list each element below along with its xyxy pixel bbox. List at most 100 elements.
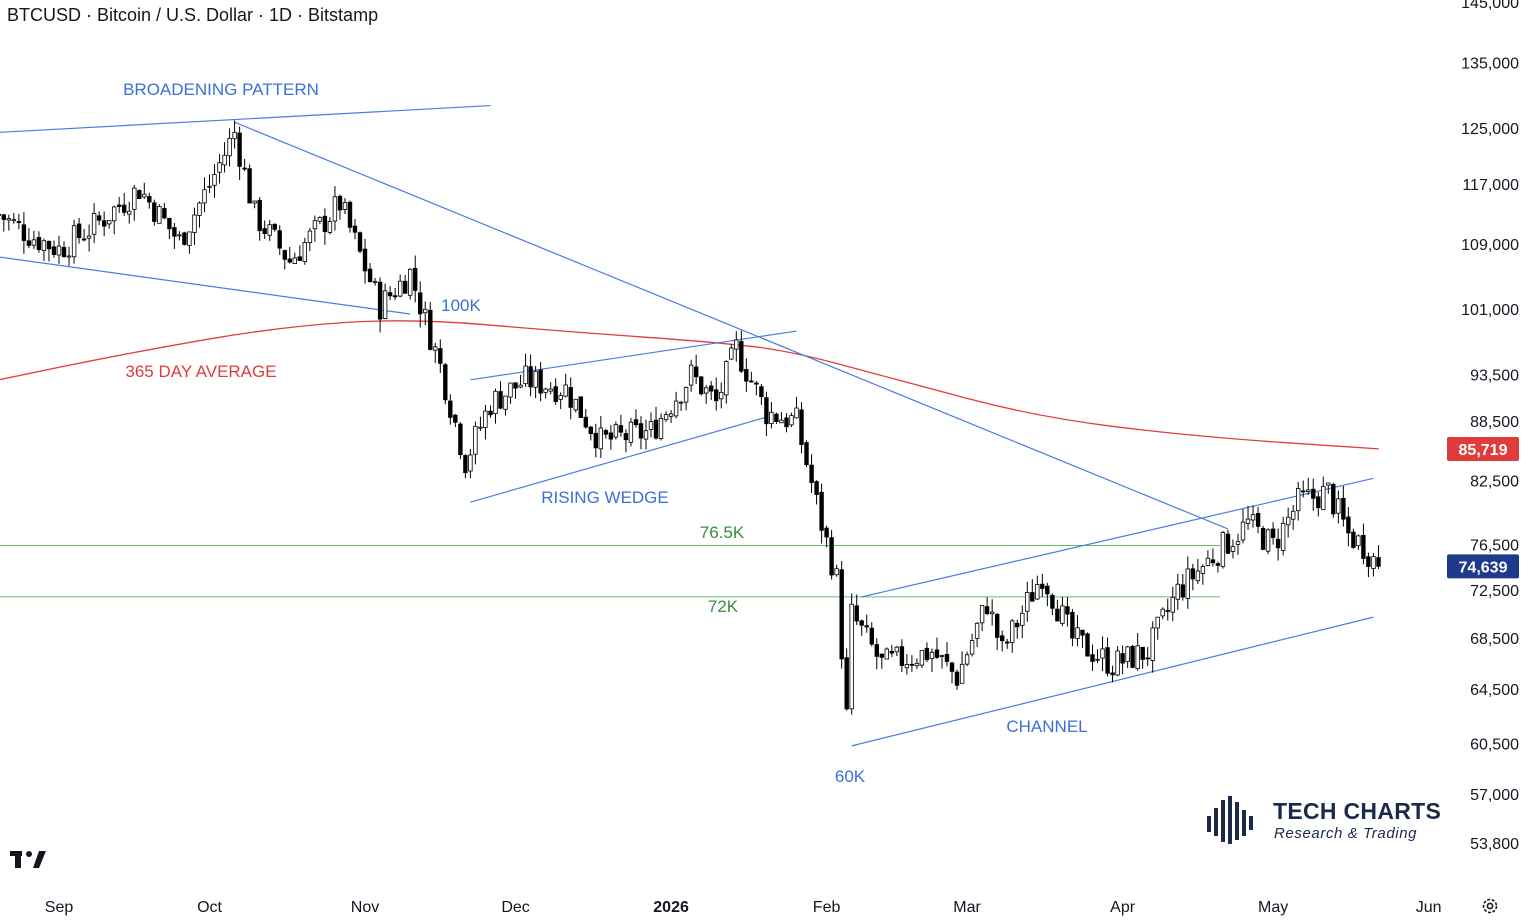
candle[interactable] (974, 622, 980, 647)
candle[interactable] (558, 392, 563, 410)
candle[interactable] (1160, 607, 1165, 620)
candle[interactable] (192, 207, 197, 245)
candle[interactable] (653, 406, 659, 440)
candle[interactable] (1090, 644, 1095, 672)
candle[interactable] (538, 362, 543, 402)
candle[interactable] (1085, 632, 1090, 657)
candle[interactable] (71, 219, 77, 264)
candle[interactable] (533, 366, 538, 399)
candle[interactable] (1, 213, 6, 232)
candle[interactable] (227, 128, 232, 167)
candle[interactable] (1245, 505, 1251, 530)
candle[interactable] (1291, 505, 1296, 530)
candle[interactable] (859, 619, 864, 636)
candle[interactable] (829, 529, 834, 580)
candle[interactable] (1030, 579, 1035, 602)
candle[interactable] (1316, 491, 1321, 517)
candle[interactable] (392, 288, 398, 300)
candle[interactable] (112, 205, 117, 235)
candle[interactable] (1065, 596, 1070, 627)
candle[interactable] (1100, 636, 1105, 672)
candle[interactable] (1306, 477, 1311, 495)
candle[interactable] (1331, 482, 1336, 518)
candle[interactable] (1190, 563, 1195, 591)
candle[interactable] (734, 331, 739, 362)
candle[interactable] (1311, 478, 1316, 511)
candle[interactable] (979, 605, 985, 632)
candle[interactable] (1235, 533, 1241, 555)
candle[interactable] (578, 396, 583, 418)
candle[interactable] (122, 192, 127, 216)
candle[interactable] (889, 645, 894, 658)
candle[interactable] (1205, 550, 1211, 567)
tradingview-logo-icon[interactable] (10, 848, 50, 875)
candle[interactable] (1040, 573, 1045, 598)
candle[interactable] (673, 391, 679, 419)
candle[interactable] (944, 642, 950, 667)
candle[interactable] (618, 414, 624, 437)
candle[interactable] (1260, 525, 1266, 551)
candle[interactable] (1035, 575, 1040, 600)
candle[interactable] (402, 275, 408, 294)
candle[interactable] (724, 360, 729, 404)
candle[interactable] (1371, 553, 1376, 577)
candle[interactable] (874, 638, 879, 670)
candle[interactable] (86, 224, 92, 252)
candle[interactable] (1346, 507, 1351, 547)
candle[interactable] (302, 237, 307, 265)
candle[interactable] (1270, 522, 1276, 545)
candle[interactable] (1150, 621, 1155, 673)
candle[interactable] (282, 249, 287, 270)
candle[interactable] (1220, 531, 1226, 569)
candle[interactable] (959, 651, 965, 684)
candle[interactable] (1055, 599, 1060, 622)
candle[interactable] (332, 186, 338, 231)
candle[interactable] (1005, 638, 1010, 649)
candle[interactable] (1070, 608, 1075, 647)
candle[interactable] (137, 189, 142, 200)
candle[interactable] (779, 412, 784, 424)
candle[interactable] (438, 339, 443, 374)
candle[interactable] (513, 382, 518, 399)
candle[interactable] (688, 359, 694, 392)
candle[interactable] (864, 614, 869, 633)
candle[interactable] (1180, 574, 1185, 601)
candle[interactable] (1020, 605, 1025, 639)
candle[interactable] (1376, 545, 1381, 569)
candle[interactable] (904, 654, 910, 675)
candle[interactable] (31, 230, 37, 250)
candle[interactable] (949, 661, 955, 684)
candle[interactable] (1255, 506, 1261, 534)
candle[interactable] (1265, 528, 1271, 555)
candle[interactable] (433, 342, 438, 364)
candle[interactable] (909, 655, 915, 672)
candle[interactable] (478, 416, 483, 432)
candle[interactable] (257, 197, 262, 241)
candle[interactable] (46, 240, 52, 262)
candle[interactable] (397, 274, 403, 298)
candle[interactable] (588, 425, 593, 441)
candle[interactable] (1140, 646, 1145, 669)
candle[interactable] (503, 395, 508, 416)
candle[interactable] (458, 422, 463, 460)
candle[interactable] (638, 416, 644, 450)
candle[interactable] (1125, 645, 1130, 668)
candle[interactable] (157, 204, 162, 224)
candle[interactable] (879, 653, 884, 669)
candle[interactable] (583, 408, 588, 429)
candle[interactable] (814, 480, 819, 505)
candle[interactable] (643, 419, 649, 450)
candle[interactable] (658, 413, 664, 441)
candle[interactable] (799, 402, 804, 454)
candle[interactable] (794, 396, 799, 419)
candle[interactable] (648, 412, 654, 438)
candle[interactable] (473, 421, 478, 465)
candle[interactable] (1286, 507, 1291, 538)
candle[interactable] (553, 378, 558, 405)
candle[interactable] (1175, 573, 1180, 610)
candle[interactable] (387, 286, 393, 301)
candle[interactable] (990, 599, 995, 626)
candle[interactable] (207, 174, 212, 193)
candle[interactable] (287, 246, 292, 264)
candle[interactable] (412, 255, 418, 303)
